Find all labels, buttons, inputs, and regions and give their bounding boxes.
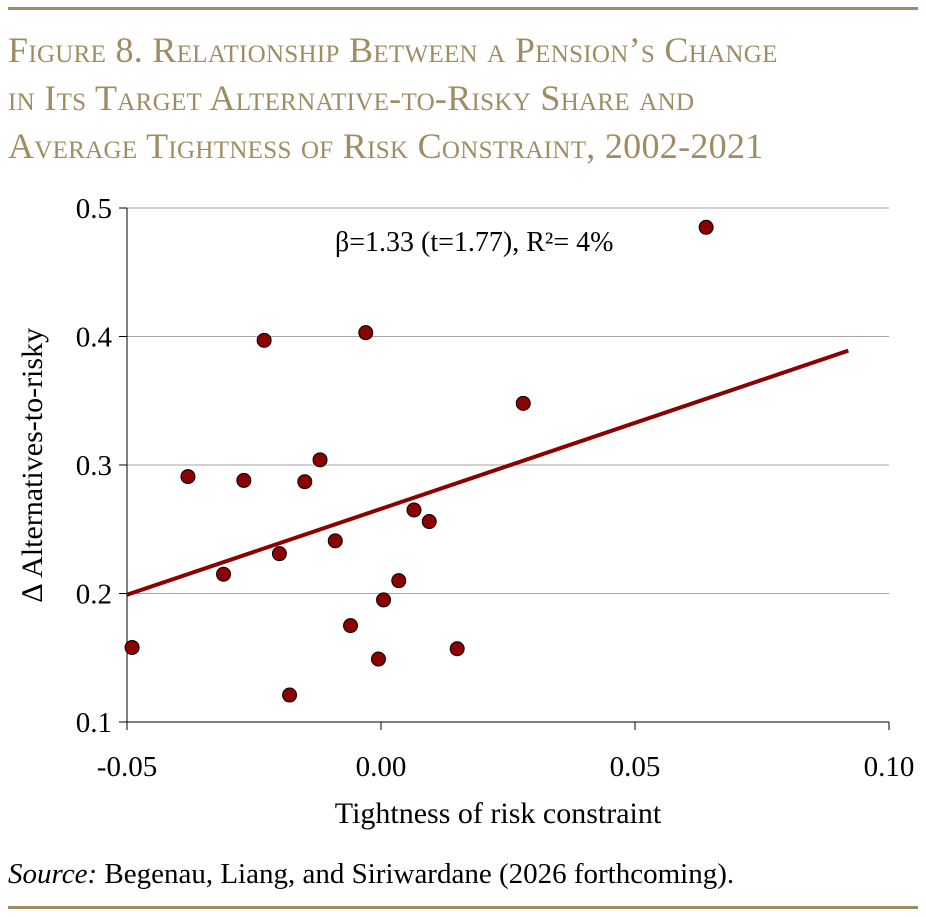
data-point — [180, 469, 196, 485]
y-tick-label: 0.5 — [76, 193, 112, 225]
trend-line — [126, 348, 850, 597]
data-point — [271, 546, 287, 562]
data-point — [358, 325, 374, 341]
data-point — [515, 395, 531, 411]
data-point — [256, 332, 272, 348]
y-axis-label: ∆ Alternatives-to-risky — [16, 328, 49, 602]
data-point — [297, 474, 313, 490]
data-point — [406, 502, 422, 518]
figure-title-line-3: Average Tightness of Risk Constraint, 20… — [8, 126, 764, 166]
source-citation: Begenau, Liang, and Siriwardane (2026 fo… — [97, 858, 735, 890]
data-point — [698, 219, 714, 235]
figure-title-line-2: in Its Target Alternative-to-Risky Share… — [8, 78, 695, 118]
data-point — [370, 651, 386, 667]
source-note: Source: Begenau, Liang, and Siriwardane … — [8, 858, 734, 891]
x-tick-label: 0.05 — [610, 751, 661, 783]
tick-labels: 0.1 0.2 0.3 0.4 0.5 -0.05 0.00 0.05 0.10 — [76, 193, 915, 783]
data-point — [449, 641, 465, 657]
y-tick-label: 0.1 — [76, 707, 112, 739]
data-point — [421, 514, 437, 530]
data-point — [282, 687, 298, 703]
gridlines — [127, 207, 889, 594]
data-point — [376, 592, 392, 608]
data-point — [312, 452, 328, 468]
y-tick-label: 0.2 — [76, 579, 112, 611]
axes — [119, 207, 890, 730]
data-point — [124, 639, 140, 655]
data-point — [343, 618, 359, 634]
data-point — [216, 566, 232, 582]
data-points — [124, 219, 714, 703]
data-point — [236, 472, 252, 488]
y-tick-label: 0.3 — [76, 450, 112, 482]
data-point — [327, 533, 343, 549]
x-axis-label: Tightness of risk constraint — [335, 797, 662, 830]
figure-title-line-1: Figure 8. Relationship Between a Pension… — [8, 30, 778, 70]
source-label: Source: — [8, 858, 98, 890]
x-tick-label: 0.10 — [864, 751, 915, 783]
regression-annotation: β=1.33 (t=1.77), R²= 4% — [335, 227, 613, 258]
top-rule — [8, 7, 918, 10]
bottom-rule — [8, 906, 918, 909]
y-tick-label: 0.4 — [76, 322, 113, 354]
data-point — [391, 573, 407, 589]
x-tick-label: -0.05 — [97, 751, 157, 783]
x-tick-label: 0.00 — [356, 751, 407, 783]
trend-line-group — [126, 348, 850, 597]
